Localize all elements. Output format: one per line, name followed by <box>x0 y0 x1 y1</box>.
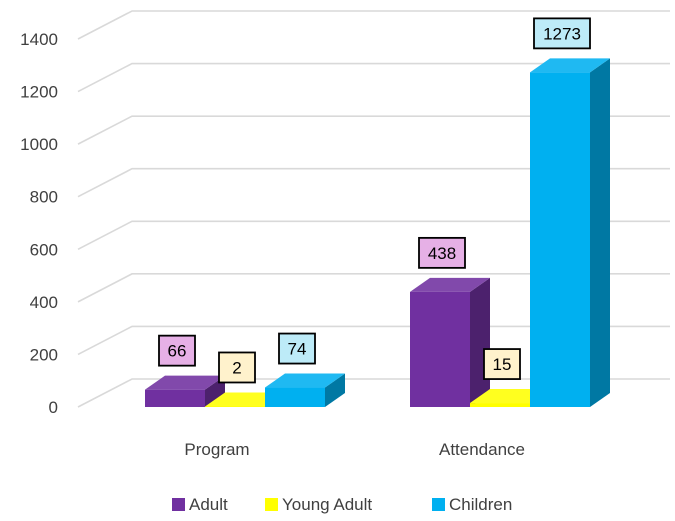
gridline <box>77 273 670 303</box>
legend-label: Adult <box>189 495 228 514</box>
gridline <box>77 220 670 250</box>
gridline <box>77 62 670 93</box>
legend-item: Young Adult <box>265 495 372 514</box>
y-tick-label: 1400 <box>20 30 58 49</box>
bar <box>410 277 490 407</box>
legend: Adult Young Adult Children <box>172 495 512 514</box>
gridline <box>77 325 670 356</box>
legend-swatch <box>172 498 185 511</box>
legend-swatch <box>432 498 445 511</box>
data-label-box <box>218 351 256 384</box>
bar-front-face <box>530 72 590 407</box>
y-tick-label: 800 <box>30 188 58 207</box>
data-label-text: 438 <box>428 244 456 263</box>
y-tick-label: 200 <box>30 345 58 364</box>
data-label-box <box>158 334 196 367</box>
data-label: 66 <box>158 334 196 367</box>
data-label: 1273 <box>533 17 591 50</box>
bar-front-face <box>265 387 325 407</box>
bar-front-face <box>205 406 265 407</box>
data-labels: 66 2 74 438 15 1273 <box>158 17 591 384</box>
y-tick-label: 400 <box>30 293 58 312</box>
legend-item: Adult <box>172 495 228 514</box>
x-category-label: Attendance <box>439 440 525 459</box>
bar-side-face <box>205 375 225 407</box>
bar-top-face <box>265 373 345 388</box>
legend-swatch <box>265 498 278 511</box>
data-label-text: 15 <box>493 355 512 374</box>
bar-side-face <box>325 373 345 407</box>
bar-front-face <box>470 403 530 407</box>
bar-top-face <box>530 58 610 73</box>
bar <box>265 373 345 407</box>
x-category-label: Program <box>184 440 249 459</box>
data-label: 2 <box>218 351 256 384</box>
x-axis-category-labels: Program Attendance <box>184 440 525 459</box>
data-label: 438 <box>418 236 466 269</box>
data-label-box <box>483 348 521 380</box>
gridline <box>77 10 670 40</box>
gridline <box>77 115 670 145</box>
bar-top-face <box>410 277 490 292</box>
bar-top-face <box>145 375 225 390</box>
bar-side-face <box>470 277 490 407</box>
y-tick-label: 1200 <box>20 83 58 102</box>
data-label: 15 <box>483 348 521 380</box>
gridlines <box>77 10 670 408</box>
bar-front-face <box>410 291 470 407</box>
data-label-box <box>278 332 316 365</box>
data-label-text: 74 <box>288 340 307 359</box>
y-tick-label: 1000 <box>20 135 58 154</box>
bar <box>145 375 225 407</box>
bars <box>145 58 610 407</box>
legend-label: Children <box>449 495 512 514</box>
legend-item: Children <box>432 495 512 514</box>
legend-label: Young Adult <box>282 495 372 514</box>
data-label-text: 2 <box>232 358 241 377</box>
data-label: 74 <box>278 332 316 365</box>
bar-front-face <box>145 389 205 407</box>
gridline <box>77 167 670 198</box>
data-label-text: 1273 <box>543 24 581 43</box>
y-axis-tick-labels: 0 200 400 600 800 1000 1200 1400 <box>20 30 58 417</box>
data-label-text: 66 <box>168 342 187 361</box>
bar <box>530 58 610 407</box>
y-tick-label: 600 <box>30 240 58 259</box>
bar-side-face <box>590 58 610 407</box>
y-tick-label: 0 <box>49 398 58 417</box>
data-label-box <box>418 236 466 269</box>
data-label-box <box>533 17 591 50</box>
